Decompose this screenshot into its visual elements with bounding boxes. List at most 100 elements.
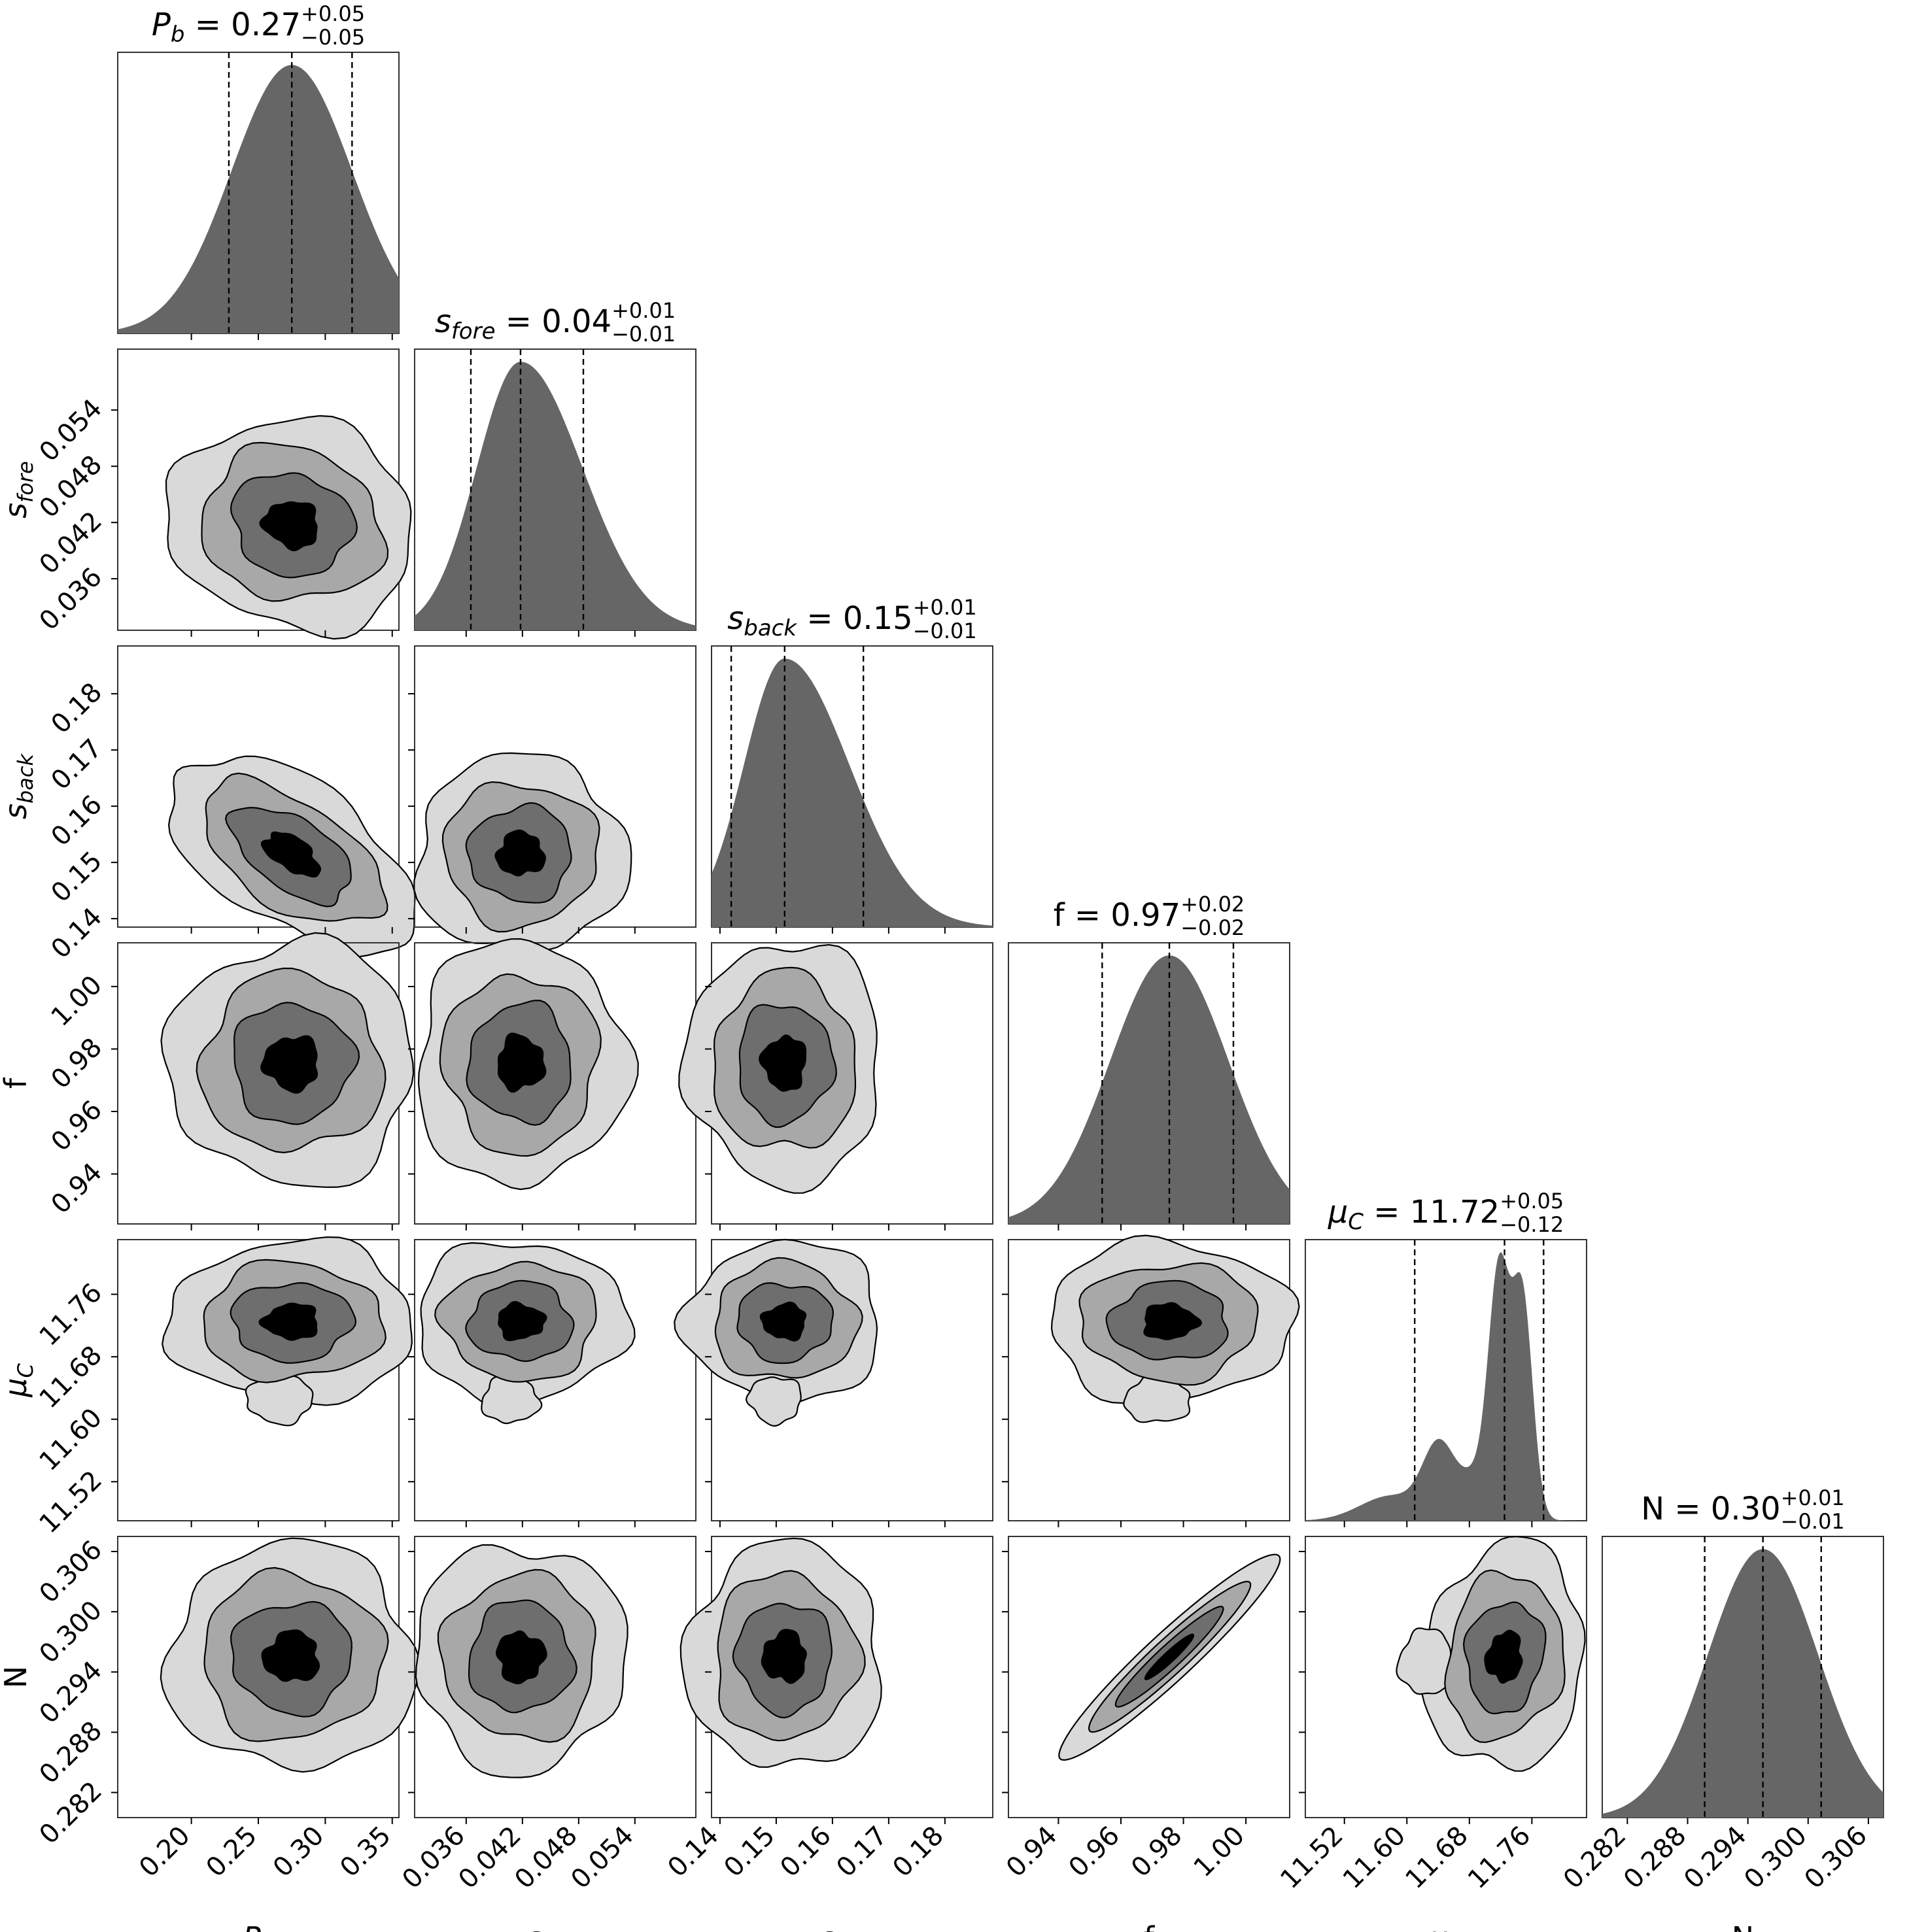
hist-panel-sfore: sfore = 0.04+0.01−0.01	[414, 298, 696, 631]
y-tick-label-n: 0.288	[34, 1716, 109, 1790]
hist-density-muc	[1305, 1252, 1587, 1521]
y-tick-label-muc: 11.60	[34, 1402, 109, 1477]
title-n: N = 0.30+0.01	[1641, 1485, 1845, 1527]
y-axis-label-sback: sback	[0, 753, 38, 819]
title-subscript: fore	[451, 318, 496, 345]
y-tick-label-f: 1.00	[46, 970, 109, 1032]
y-tick-label-sfore: 0.036	[34, 562, 109, 637]
x-tick-label-sback: 0.18	[887, 1821, 950, 1884]
title-plus-error: +0.05	[1500, 1189, 1564, 1213]
contour-panel-sfore-muc	[414, 1239, 696, 1521]
x-tick-label-n: 0.288	[1618, 1821, 1692, 1895]
contour-level-3	[258, 1302, 318, 1341]
y-tick-label-sback: 0.15	[46, 846, 109, 909]
contour-level-3	[495, 1630, 547, 1685]
contour-panel-sback-f	[678, 942, 993, 1225]
x-tick-label-pb: 0.25	[201, 1821, 264, 1884]
y-tick-label-n: 0.294	[34, 1655, 109, 1730]
title-plus-error: +0.02	[1180, 892, 1245, 917]
x-tick-label-n: 0.300	[1738, 1821, 1813, 1895]
contour-frame	[711, 1239, 993, 1521]
contour-panel-pb-sfore	[117, 348, 412, 640]
title-equals: = 0.97	[1065, 897, 1181, 934]
title-subscript: b	[171, 22, 185, 48]
title-minus-n: −0.01	[1781, 1509, 1845, 1534]
contour-level-3	[260, 831, 322, 878]
y-tick-label-sback: 0.16	[46, 790, 109, 853]
y-tick-label-f: 0.94	[46, 1157, 109, 1220]
contour-panel-pb-f	[117, 932, 415, 1225]
contour-level-3	[1484, 1629, 1523, 1684]
title-symbol: P	[152, 7, 171, 43]
x-axis-label-muc: μC	[1428, 1920, 1463, 1932]
hist-density-n	[1602, 1549, 1883, 1818]
title-minus-sfore: −0.01	[611, 322, 676, 347]
title-muc: μC = 11.72+0.05	[1328, 1189, 1564, 1235]
x-tick-label-f: 0.98	[1125, 1821, 1188, 1884]
x-tick-label-f: 0.94	[1001, 1821, 1063, 1884]
x-tick-label-pb: 0.30	[267, 1821, 330, 1884]
x-tick-label-n: 0.306	[1799, 1821, 1874, 1895]
contour-panel-pb-n	[117, 1536, 421, 1818]
x-tick-label-n: 0.282	[1558, 1821, 1632, 1895]
x-axis-label-pb: Pb	[243, 1920, 274, 1932]
y-tick-label-sback: 0.14	[46, 902, 109, 965]
title-minus-muc: −0.12	[1500, 1212, 1564, 1237]
y-tick-label-muc: 11.52	[34, 1465, 109, 1540]
y-tick-label-sback: 0.17	[46, 734, 109, 796]
x-axis-label-sback: sback	[819, 1920, 885, 1932]
title-symbol: f	[1054, 897, 1065, 934]
y-tick-label-f: 0.98	[46, 1032, 109, 1095]
contour-tail	[745, 1376, 802, 1427]
title-plus-error: +0.05	[301, 1, 365, 26]
title-minus-sback: −0.01	[913, 619, 977, 643]
hist-panel-n: N = 0.30+0.01−0.01	[1602, 1485, 1884, 1818]
x-tick-label-sback: 0.15	[718, 1821, 781, 1884]
contour-level-3	[1143, 1302, 1203, 1340]
hist-panel-sback: sback = 0.15+0.01−0.01	[711, 595, 993, 928]
hist-density-sback	[712, 658, 993, 927]
title-plus-error: +0.01	[913, 595, 977, 620]
x-axis-label-n: N	[1732, 1920, 1754, 1932]
contour-panel-sback-n	[679, 1536, 993, 1818]
contour-panel-f-n	[1008, 1536, 1290, 1818]
y-tick-label-sfore: 0.054	[34, 394, 109, 468]
x-axis-label-f: f	[1144, 1920, 1156, 1932]
title-minus-pb: −0.05	[301, 25, 365, 50]
title-equals: = 11.72	[1364, 1194, 1500, 1230]
x-tick-label-pb: 0.20	[133, 1821, 196, 1884]
contour-panel-pb-muc	[117, 1236, 413, 1521]
hist-panel-muc: μC = 11.72+0.05−0.12	[1305, 1189, 1587, 1521]
contour-panel-sfore-sback	[413, 645, 696, 951]
contour-panel-sfore-f	[414, 938, 696, 1225]
title-equals: = 0.30	[1664, 1491, 1781, 1527]
title-symbol: N	[1641, 1491, 1664, 1527]
x-tick-label-muc: 11.52	[1275, 1821, 1349, 1895]
contour-panel-f-muc	[1008, 1234, 1300, 1521]
x-tick-label-muc: 11.60	[1337, 1821, 1412, 1895]
y-tick-label-sfore: 0.048	[34, 450, 109, 524]
x-axis-label-sfore: sfore	[526, 1920, 584, 1932]
title-plus-error: +0.01	[1781, 1485, 1845, 1510]
y-axis-label-sfore: sfore	[0, 461, 38, 518]
y-axis-label-f: f	[0, 1077, 33, 1089]
x-tick-label-sback: 0.16	[774, 1821, 837, 1884]
hist-density-f	[1008, 955, 1290, 1224]
contour-level-3	[261, 1629, 320, 1682]
x-tick-label-sback: 0.17	[831, 1821, 893, 1884]
y-axis-label-muc: μC	[0, 1363, 38, 1398]
title-symbol: μ	[1328, 1194, 1349, 1230]
title-sfore: sfore = 0.04+0.01	[435, 298, 676, 345]
contour-level-3	[497, 1032, 547, 1093]
contour-tail	[245, 1375, 314, 1427]
title-symbol: s	[435, 303, 451, 340]
x-tick-label-f: 0.96	[1063, 1821, 1126, 1884]
title-plus-error: +0.01	[611, 298, 676, 323]
y-tick-label-n: 0.282	[34, 1776, 109, 1850]
hist-density-pb	[118, 65, 399, 334]
contour-frame	[414, 1239, 696, 1521]
y-tick-label-f: 0.96	[46, 1095, 109, 1158]
title-f: f = 0.97+0.02	[1054, 892, 1245, 934]
hist-density-sfore	[415, 362, 696, 630]
